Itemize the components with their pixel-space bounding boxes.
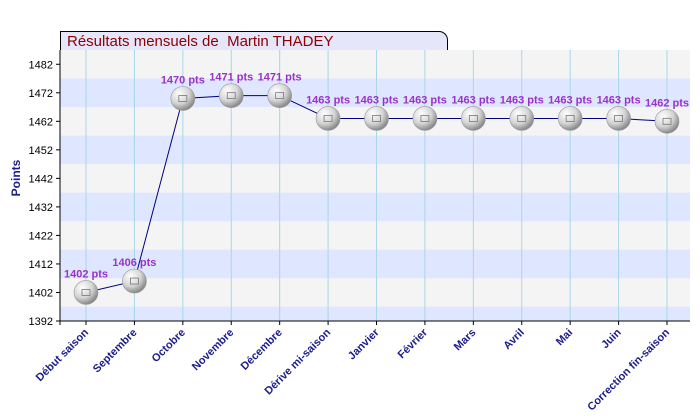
data-label: 1406 pts bbox=[112, 257, 156, 269]
data-point bbox=[606, 106, 631, 131]
grid-band bbox=[60, 135, 690, 165]
y-axis-label: Points bbox=[9, 159, 23, 196]
data-label: 1463 pts bbox=[597, 94, 641, 106]
data-point bbox=[557, 106, 583, 131]
point-emblem bbox=[420, 115, 430, 122]
y-tick-label: 1432 bbox=[29, 202, 53, 214]
grid-band bbox=[60, 249, 690, 279]
x-tick-label: Mai bbox=[554, 327, 575, 348]
x-tick-label: Octobre bbox=[150, 327, 188, 365]
point-emblem bbox=[614, 115, 623, 122]
data-point bbox=[509, 106, 535, 131]
data-label: 1463 pts bbox=[354, 94, 398, 106]
point-emblem bbox=[130, 277, 139, 285]
x-tick-label: Novembre bbox=[190, 327, 237, 374]
grid-band bbox=[60, 306, 690, 321]
grid-band bbox=[60, 192, 690, 222]
point-emblem bbox=[275, 92, 285, 100]
y-tick-label: 1482 bbox=[29, 59, 53, 71]
y-tick-label: 1462 bbox=[29, 116, 53, 128]
point-emblem bbox=[517, 115, 527, 122]
data-point bbox=[315, 106, 341, 131]
y-tick-label: 1452 bbox=[29, 145, 53, 157]
x-tick-label: Juin bbox=[599, 326, 624, 351]
x-tick-label: Mars bbox=[452, 327, 479, 354]
x-tick-label: Correction fin-saison bbox=[585, 326, 672, 413]
data-label: 1463 pts bbox=[403, 94, 447, 106]
y-tick-label: 1442 bbox=[29, 173, 53, 185]
x-tick-label: Avril bbox=[501, 327, 526, 352]
data-label: 1471 pts bbox=[209, 72, 253, 84]
data-point bbox=[364, 106, 389, 131]
data-label: 1463 pts bbox=[451, 94, 495, 106]
x-tick-label: Février bbox=[396, 326, 431, 361]
y-tick-label: 1472 bbox=[29, 88, 53, 100]
x-tick-label: Décembre bbox=[239, 327, 285, 373]
data-label: 1462 pts bbox=[645, 97, 689, 109]
point-emblem bbox=[323, 115, 333, 122]
grid-band bbox=[60, 78, 690, 108]
point-emblem bbox=[662, 117, 672, 125]
x-tick-label: Septembre bbox=[91, 327, 140, 376]
data-label: 1463 pts bbox=[548, 94, 592, 106]
data-point bbox=[461, 106, 486, 131]
point-emblem bbox=[565, 115, 575, 122]
point-emblem bbox=[226, 92, 236, 100]
data-point bbox=[218, 83, 244, 108]
y-tick-label: 1392 bbox=[29, 316, 53, 328]
y-tick-label: 1422 bbox=[29, 230, 53, 242]
point-emblem bbox=[468, 115, 478, 122]
y-tick-label: 1402 bbox=[29, 287, 53, 299]
chart-title-tab: Résultats mensuels de Martin THADEY bbox=[60, 31, 448, 50]
x-tick-label: Janvier bbox=[346, 326, 382, 362]
data-point bbox=[170, 86, 196, 111]
data-label: 1402 pts bbox=[64, 268, 108, 280]
chart-title: Résultats mensuels de Martin THADEY bbox=[67, 33, 334, 50]
y-tick-label: 1412 bbox=[29, 259, 53, 271]
data-point bbox=[654, 109, 680, 134]
data-label: 1471 pts bbox=[258, 72, 302, 84]
point-emblem bbox=[372, 115, 381, 122]
data-label: 1463 pts bbox=[306, 94, 350, 106]
data-label: 1470 pts bbox=[161, 74, 205, 86]
data-point bbox=[73, 280, 99, 305]
data-point bbox=[267, 83, 292, 108]
data-point bbox=[412, 106, 438, 131]
data-label: 1463 pts bbox=[500, 94, 544, 106]
point-emblem bbox=[178, 95, 188, 102]
x-tick-label: Début saison bbox=[34, 326, 92, 384]
point-emblem bbox=[81, 289, 91, 296]
data-point bbox=[122, 268, 147, 294]
